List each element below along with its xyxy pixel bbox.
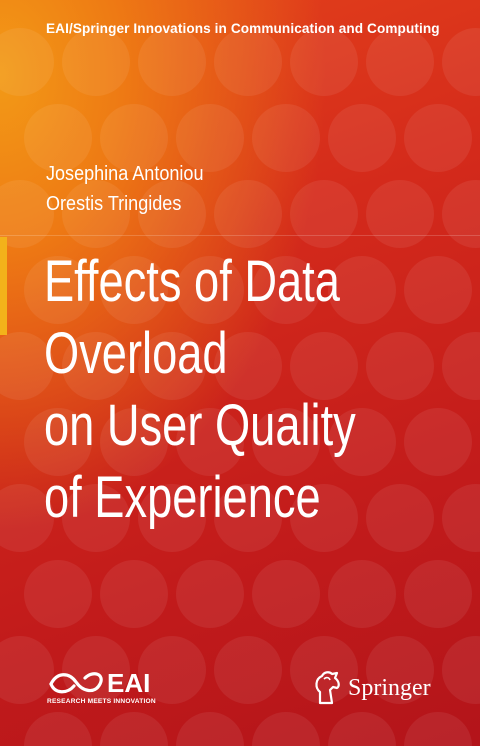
- author-name: Orestis Tringides: [46, 192, 182, 215]
- springer-horse-icon: [315, 671, 340, 705]
- title-line: Effects of Data: [44, 249, 340, 314]
- book-title: Effects of Data Overload on User Quality…: [44, 246, 356, 534]
- title-accent-marker: [0, 237, 7, 335]
- author-name: Josephina Antoniou: [46, 162, 204, 185]
- series-title: EAI/Springer Innovations in Communicatio…: [46, 21, 440, 36]
- eai-tagline: RESEARCH MEETS INNOVATION: [47, 698, 156, 705]
- eai-infinity-icon: [49, 672, 103, 694]
- header-divider: [0, 235, 480, 236]
- title-line: Overload: [44, 321, 228, 386]
- title-line: of Experience: [44, 465, 321, 530]
- eai-wordmark: EAI: [107, 668, 150, 698]
- springer-wordmark: Springer: [348, 675, 431, 701]
- author-list: Josephina Antoniou Orestis Tringides: [46, 159, 225, 219]
- title-line: on User Quality: [44, 393, 356, 458]
- eai-logo: EAI: [49, 668, 150, 698]
